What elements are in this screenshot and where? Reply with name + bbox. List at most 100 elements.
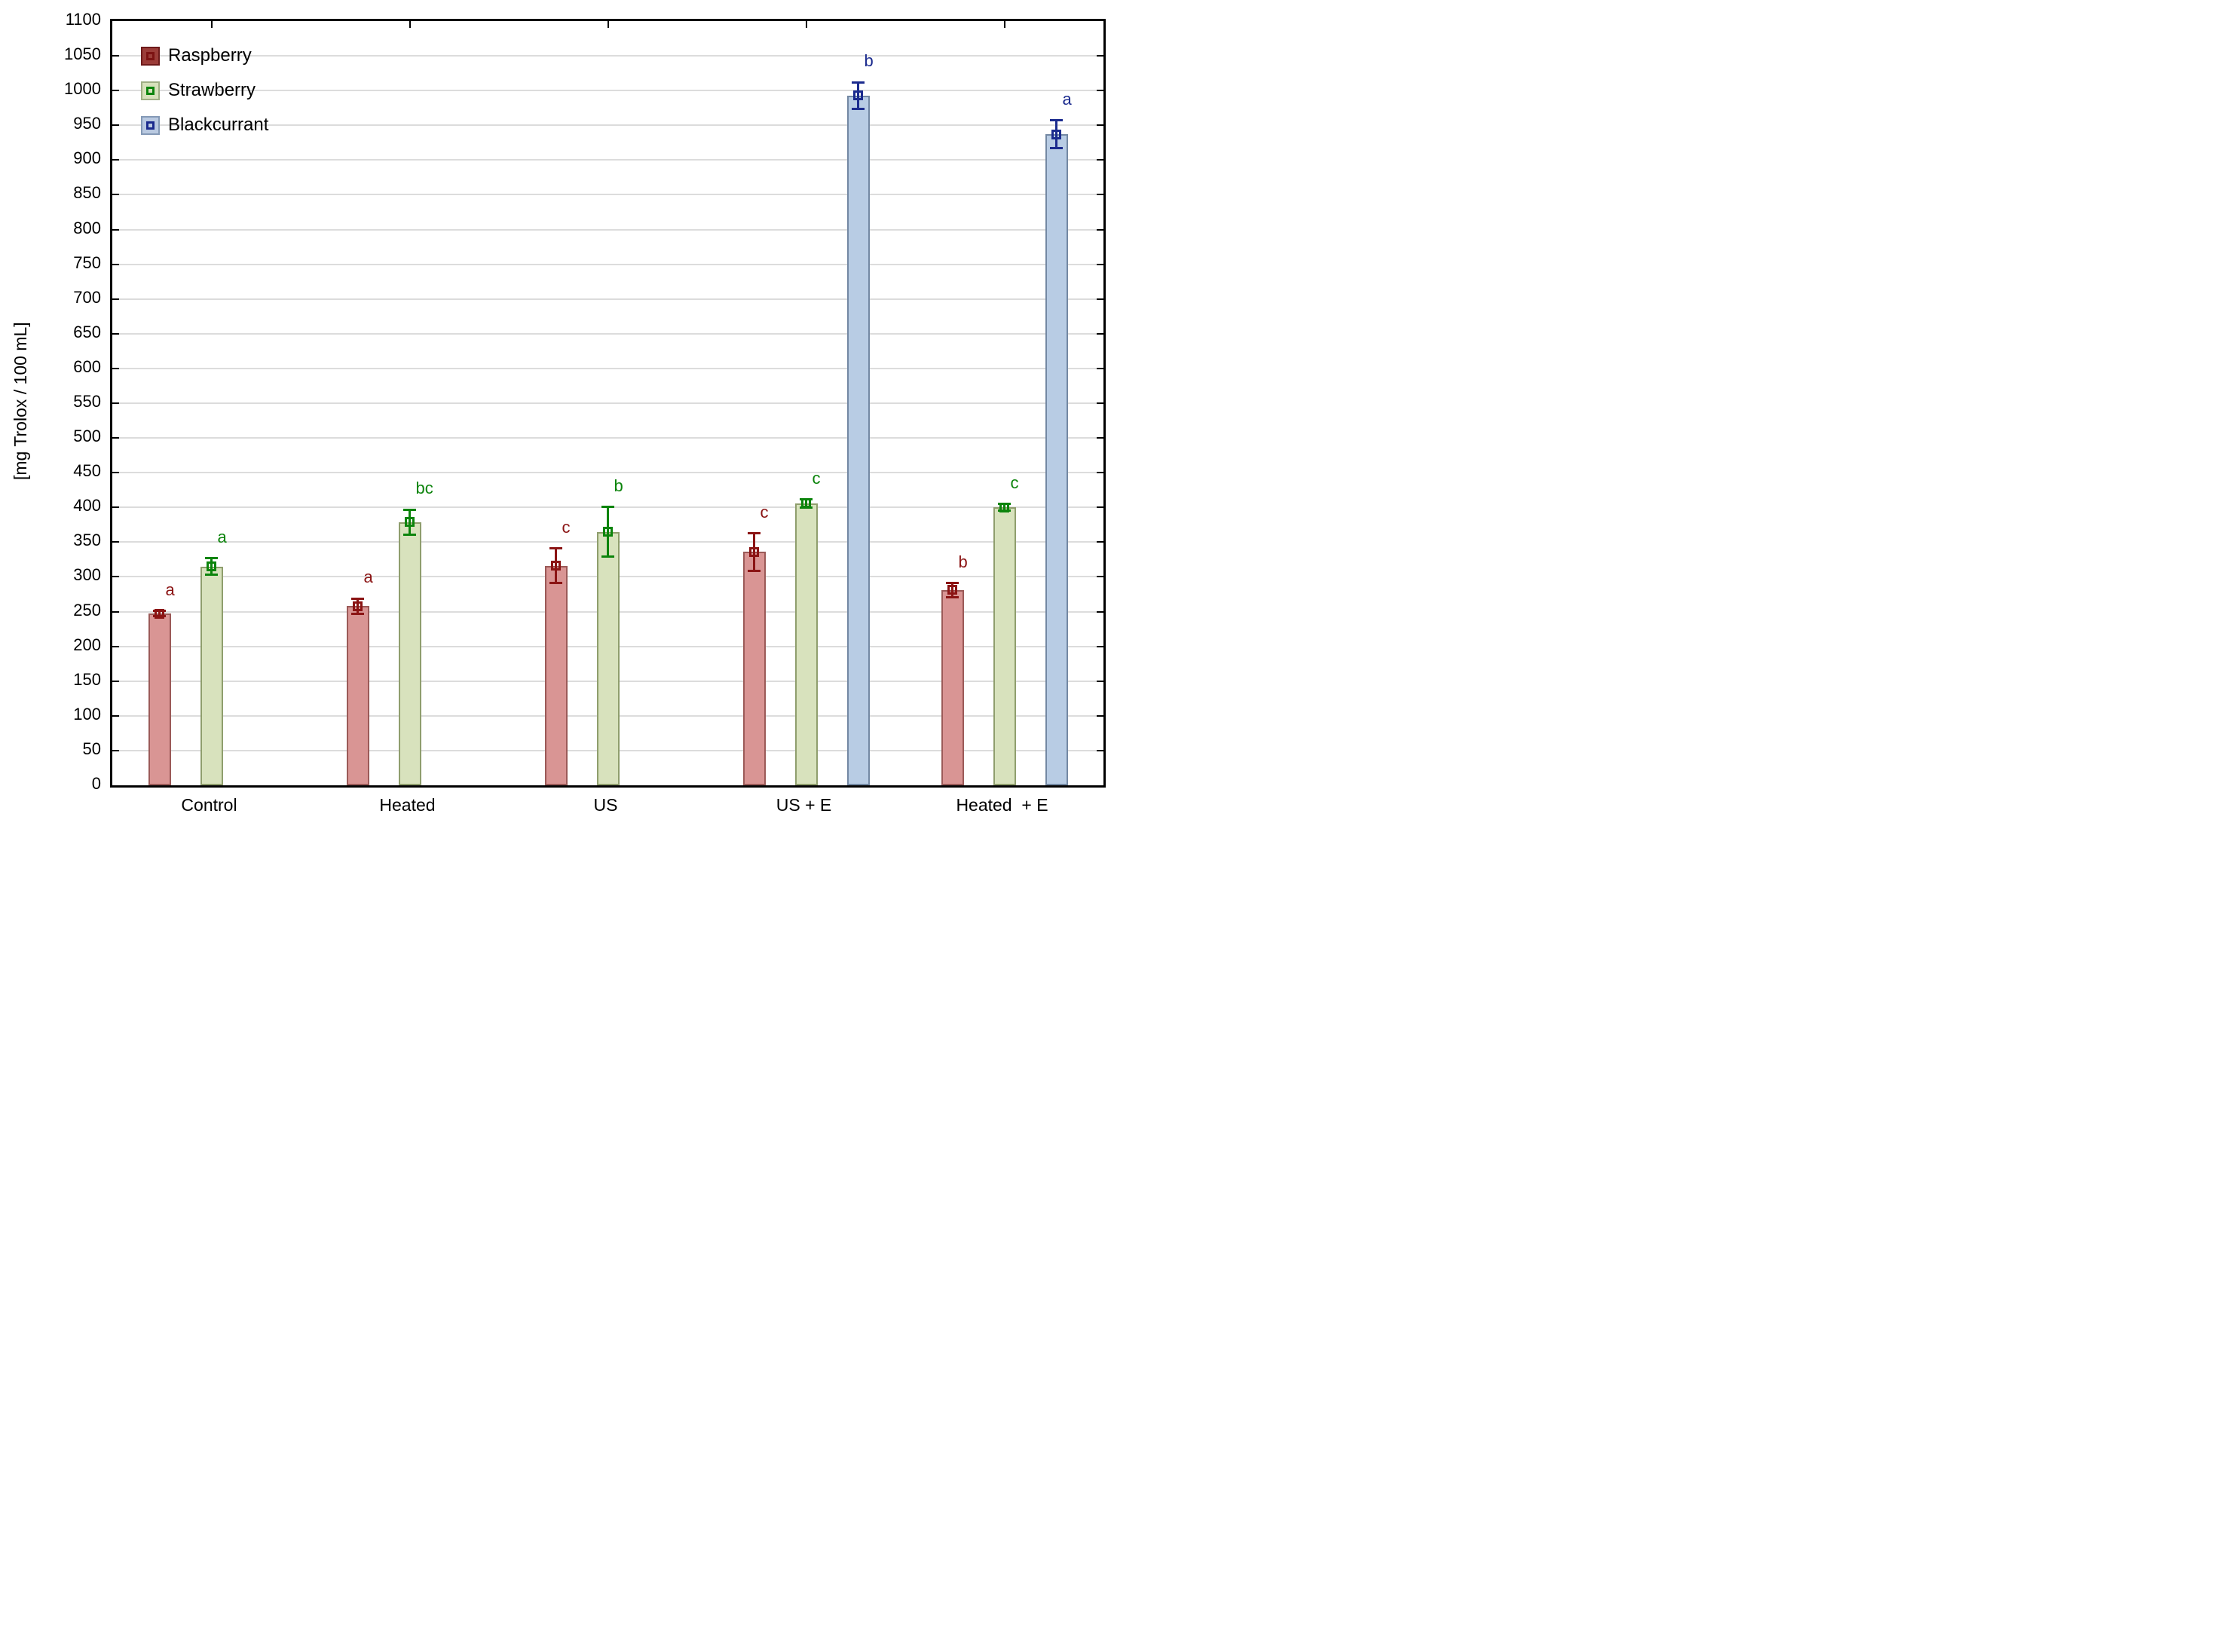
legend-marker-icon <box>146 86 155 95</box>
bar-strawberry-heated <box>398 522 421 785</box>
gridline <box>112 124 1103 127</box>
sig-letter: a <box>363 567 373 587</box>
y-axis-tick-mirror <box>1097 367 1103 369</box>
gridline <box>112 263 1103 265</box>
y-tick-label: 200 <box>73 635 101 654</box>
y-tick-label: 900 <box>73 148 101 168</box>
y-axis-tick <box>112 437 119 439</box>
bar-raspberry-us <box>544 565 568 785</box>
point-marker <box>551 561 561 571</box>
point-marker <box>801 498 811 509</box>
y-axis-tick <box>112 645 119 647</box>
y-axis-tick <box>112 90 119 92</box>
error-bar-cap-bottom <box>748 569 761 572</box>
y-axis-tick-mirror <box>1097 714 1103 717</box>
x-tick-label: Control <box>181 795 237 815</box>
y-axis-tick-mirror <box>1097 645 1103 647</box>
legend-swatch-icon <box>141 46 160 66</box>
sig-letter: bc <box>415 479 433 498</box>
gridline <box>112 332 1103 335</box>
legend-marker-icon <box>146 51 155 60</box>
x-axis-tick-mirror <box>1003 21 1005 28</box>
error-bar-stem <box>951 583 953 598</box>
error-bar-cap-top <box>748 531 761 534</box>
error-bar-cap-bottom <box>601 555 614 558</box>
bar-raspberry-heated-+-e <box>941 589 964 785</box>
y-tick-label: 950 <box>73 114 101 133</box>
sig-letter: c <box>562 518 571 537</box>
point-marker <box>1051 129 1061 139</box>
y-axis-tick <box>112 506 119 509</box>
gridline <box>112 55 1103 57</box>
bar-strawberry-us <box>596 531 620 785</box>
x-tick-label: Heated + E <box>956 795 1048 815</box>
bar-blackcurrant-us-+-e <box>846 95 870 785</box>
error-bar-cap-bottom <box>1050 147 1063 150</box>
y-tick-label: 700 <box>73 287 101 307</box>
gridline <box>112 437 1103 439</box>
x-tick-label: US + E <box>776 795 832 815</box>
legend-item-strawberry: Strawberry <box>141 79 307 100</box>
point-marker <box>749 546 759 557</box>
error-bar-cap-bottom <box>205 574 218 577</box>
bar-strawberry-heated-+-e <box>993 507 1016 785</box>
gridline <box>112 159 1103 161</box>
legend-label: Strawberry <box>168 79 256 100</box>
y-axis-tick <box>112 194 119 196</box>
error-bar-cap-bottom <box>351 612 364 615</box>
sig-letter: b <box>958 552 968 572</box>
y-tick-label: 800 <box>73 218 101 237</box>
sig-letter: a <box>217 527 227 546</box>
legend-marker-icon <box>146 121 155 130</box>
y-tick-label: 150 <box>73 669 101 689</box>
sig-letter: a <box>165 580 175 599</box>
point-marker <box>353 601 363 611</box>
point-marker <box>155 608 164 619</box>
error-bar-stem <box>1003 503 1005 511</box>
bar-strawberry-us-+-e <box>794 503 818 785</box>
y-tick-label: 1000 <box>64 79 101 99</box>
y-tick-label: 1050 <box>64 44 101 64</box>
error-bar-stem <box>1055 120 1057 148</box>
legend-item-raspberry: Raspberry <box>141 45 307 66</box>
y-axis-tick <box>112 680 119 682</box>
y-axis-tick <box>112 159 119 161</box>
error-bar-stem <box>555 548 557 583</box>
sig-letter: c <box>812 468 821 488</box>
sig-letter: c <box>760 502 769 522</box>
y-axis-tick <box>112 472 119 474</box>
error-bar-stem <box>158 610 161 616</box>
error-bar-cap-top <box>1050 119 1063 122</box>
y-tick-label: 550 <box>73 392 101 411</box>
y-tick-label: 650 <box>73 322 101 341</box>
y-axis-tick <box>112 576 119 578</box>
gridline <box>112 367 1103 369</box>
error-bar-cap-top <box>205 557 218 560</box>
sig-letter: b <box>864 51 874 71</box>
error-bar-cap-top <box>351 597 364 600</box>
legend-label: Blackcurrant <box>168 114 269 135</box>
y-axis-tick-mirror <box>1097 680 1103 682</box>
x-axis-tick-mirror <box>607 21 609 28</box>
bar-blackcurrant-heated-+-e <box>1045 134 1068 785</box>
y-axis-tick <box>112 298 119 300</box>
bar-strawberry-control <box>200 566 223 785</box>
y-tick-label: 450 <box>73 461 101 481</box>
point-marker <box>405 517 415 528</box>
point-marker <box>603 527 613 537</box>
y-tick-label: 1100 <box>65 10 101 29</box>
bar-raspberry-heated <box>346 606 369 785</box>
y-axis-tick-mirror <box>1097 437 1103 439</box>
y-axis-tick <box>112 228 119 231</box>
x-tick-label: Heated <box>379 795 436 815</box>
gridline <box>112 90 1103 92</box>
error-bar-cap-top <box>403 508 416 511</box>
y-axis-tick-mirror <box>1097 506 1103 509</box>
y-tick-label: 100 <box>73 704 101 724</box>
sig-letter: b <box>614 476 623 495</box>
y-axis-tick-mirror <box>1097 194 1103 196</box>
y-axis-tick-mirror <box>1097 90 1103 92</box>
gridline <box>112 194 1103 196</box>
x-tick-label: US <box>593 795 618 815</box>
error-bar-stem <box>857 82 859 109</box>
